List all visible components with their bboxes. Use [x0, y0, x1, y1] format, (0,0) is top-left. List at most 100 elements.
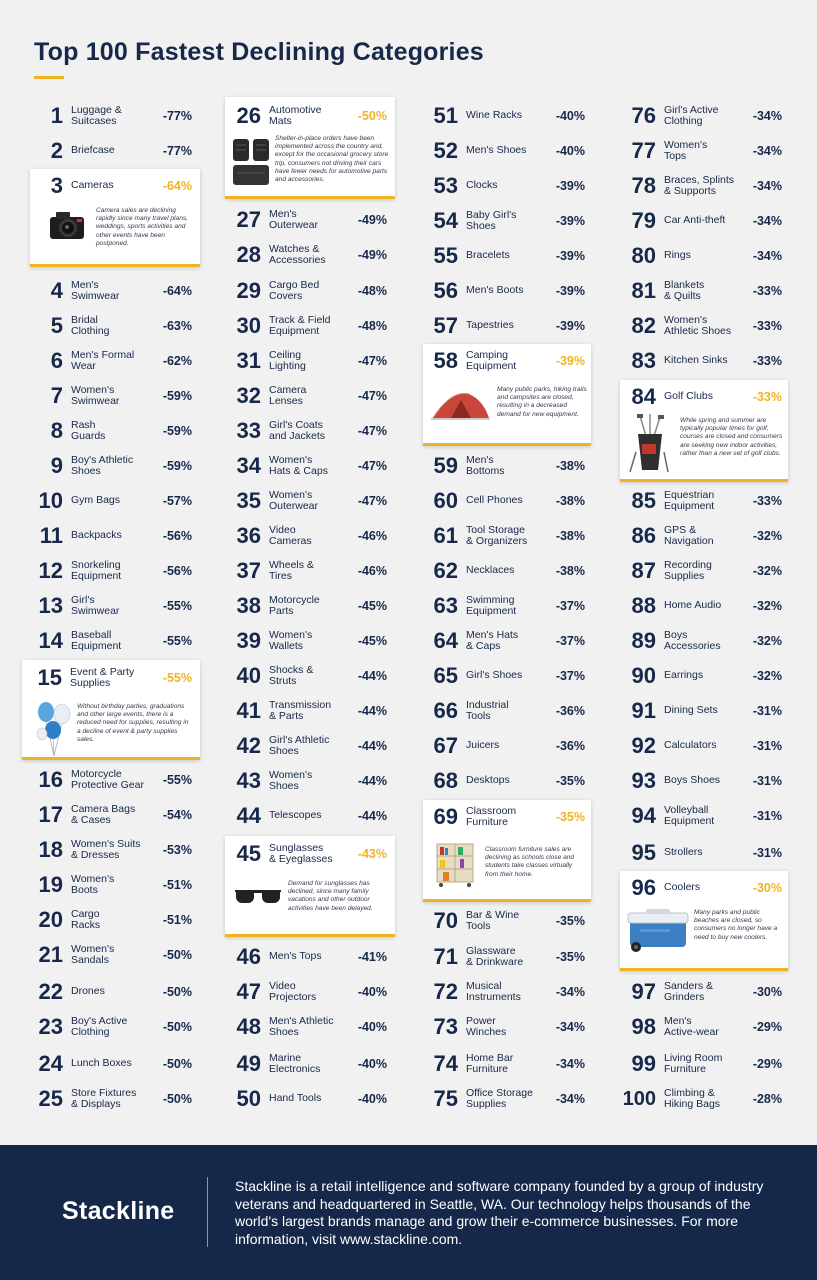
rank-number: 37	[236, 558, 261, 583]
rank-number: 79	[631, 208, 656, 233]
rank-number: 59	[433, 453, 458, 478]
category-row: 14 Baseball Equipment -55%	[30, 624, 192, 658]
decline-percent: -50%	[162, 1092, 192, 1106]
category-name: Girl's Athletic Shoes	[269, 733, 330, 757]
decline-percent: -38%	[555, 459, 585, 473]
category-row: 98 Men's Active-wear -29%	[620, 1010, 782, 1044]
decline-percent: -44%	[357, 774, 387, 788]
category-name: Boys Shoes	[664, 774, 721, 787]
decline-percent: -59%	[162, 389, 192, 403]
category-name: Cameras	[71, 179, 114, 192]
category-row: 10 Gym Bags -57%	[30, 484, 192, 518]
rank-number: 26	[236, 103, 261, 128]
category-row: 41 Transmission & Parts -44%	[225, 694, 387, 728]
category-name: Car Anti-theft	[664, 214, 726, 227]
category-name: Power Winches	[466, 1014, 507, 1038]
rank-number: 94	[631, 803, 656, 828]
decline-percent: -33%	[752, 319, 782, 333]
decline-percent: -49%	[357, 248, 387, 262]
card-classroom-furniture: 69 Classroom Furniture -35% Classroom fu…	[423, 800, 591, 902]
page-title: Top 100 Fastest Declining Categories	[34, 38, 484, 66]
category-row: 95 Strollers -31%	[620, 836, 782, 870]
rank-number: 35	[236, 488, 261, 513]
category-name: Kitchen Sinks	[664, 354, 728, 367]
rank-number: 32	[236, 383, 261, 408]
rank-number: 46	[236, 944, 261, 969]
category-name: Men's Boots	[466, 284, 524, 297]
decline-percent: -31%	[752, 846, 782, 860]
rank-number: 11	[39, 523, 63, 548]
category-row: 17 Camera Bags & Cases -54%	[30, 798, 192, 832]
category-row: 32 Camera Lenses -47%	[225, 379, 387, 413]
category-row: 16 Motorcycle Protective Gear -55%	[30, 763, 192, 797]
decline-percent: -50%	[162, 1057, 192, 1071]
category-row: 8 Rash Guards -59%	[30, 414, 192, 448]
category-row: 56 Men's Boots -39%	[423, 274, 585, 308]
category-row: 72 Musical Instruments -34%	[423, 975, 585, 1009]
sunglasses-icon	[233, 886, 283, 908]
rank-number: 44	[236, 803, 261, 828]
decline-percent: -59%	[162, 459, 192, 473]
category-name: Sanders & Grinders	[664, 979, 714, 1003]
decline-percent: -59%	[162, 424, 192, 438]
golf-bag-icon	[626, 414, 672, 474]
category-name: Men's Outerwear	[269, 207, 319, 231]
rank-number: 39	[236, 628, 261, 653]
decline-percent: -40%	[555, 144, 585, 158]
decline-percent: -34%	[752, 179, 782, 193]
rank-number: 84	[631, 384, 656, 409]
rank-number: 63	[433, 593, 458, 618]
category-row: 40 Shocks & Struts -44%	[225, 659, 387, 693]
tent-icon	[429, 388, 491, 422]
decline-percent: -35%	[555, 774, 585, 788]
card-description: Shelter-in-place orders have been implem…	[275, 135, 389, 184]
category-row: 54 Baby Girl's Shoes -39%	[423, 204, 585, 238]
decline-percent: -37%	[555, 634, 585, 648]
rank-number: 76	[631, 103, 656, 128]
decline-percent: -44%	[357, 704, 387, 718]
decline-percent: -50%	[162, 985, 192, 999]
category-name: Bar & Wine Tools	[466, 908, 520, 932]
category-row: 86 GPS & Navigation -32%	[620, 519, 782, 553]
category-name: Women's Outerwear	[269, 488, 319, 512]
decline-percent: -35%	[555, 914, 585, 928]
card-automotive-mats: 26 Automotive Mats -50% Shelter-in-place…	[225, 97, 395, 199]
card-event-party-supplies: 15 Event & Party Supplies -55% Without b…	[22, 660, 200, 760]
decline-percent: -55%	[162, 599, 192, 613]
decline-percent: -33%	[752, 284, 782, 298]
category-name: Men's Athletic Shoes	[269, 1014, 334, 1038]
card-description: While spring and summer are typically po…	[680, 417, 783, 457]
card-coolers: 96 Coolers -30% Many parks and public be…	[620, 871, 788, 971]
category-row: 39 Women's Wallets -45%	[225, 624, 387, 658]
category-name: Snorkeling Equipment	[71, 558, 122, 582]
rank-number: 17	[38, 802, 63, 827]
card-description: Many public parks, hiking trails and cam…	[497, 386, 587, 418]
category-row: 61 Tool Storage & Organizers -38%	[423, 519, 585, 553]
category-name: Industrial Tools	[466, 698, 509, 722]
decline-percent: -33%	[752, 354, 782, 368]
category-name: Camera Bags & Cases	[71, 802, 136, 826]
category-name: Office Storage Supplies	[466, 1086, 533, 1110]
rank-number: 75	[433, 1086, 458, 1111]
category-name: Men's Formal Wear	[71, 348, 135, 372]
category-name: Wheels & Tires	[269, 558, 314, 582]
rank-number: 24	[38, 1051, 63, 1076]
category-name: Dining Sets	[664, 704, 718, 717]
rank-number: 15	[37, 665, 62, 690]
decline-percent: -39%	[555, 179, 585, 193]
decline-percent: -51%	[162, 913, 192, 927]
stackline-logo[interactable]: Stackline	[62, 1197, 175, 1225]
decline-percent: -48%	[357, 284, 387, 298]
decline-percent: -48%	[357, 319, 387, 333]
category-row: 68 Desktops -35%	[423, 764, 585, 798]
card-header: 69 Classroom Furniture -35%	[423, 800, 585, 834]
rank-number: 60	[433, 488, 458, 513]
category-row: 100 Climbing & Hiking Bags -28%	[620, 1082, 782, 1116]
rank-number: 5	[50, 313, 63, 338]
rank-number: 73	[433, 1014, 458, 1039]
category-name: Shocks & Struts	[269, 663, 314, 687]
category-name: Tapestries	[466, 319, 514, 332]
category-name: Braces, Splints & Supports	[664, 173, 735, 197]
category-name: Home Audio	[664, 599, 722, 612]
decline-percent: -40%	[357, 1057, 387, 1071]
